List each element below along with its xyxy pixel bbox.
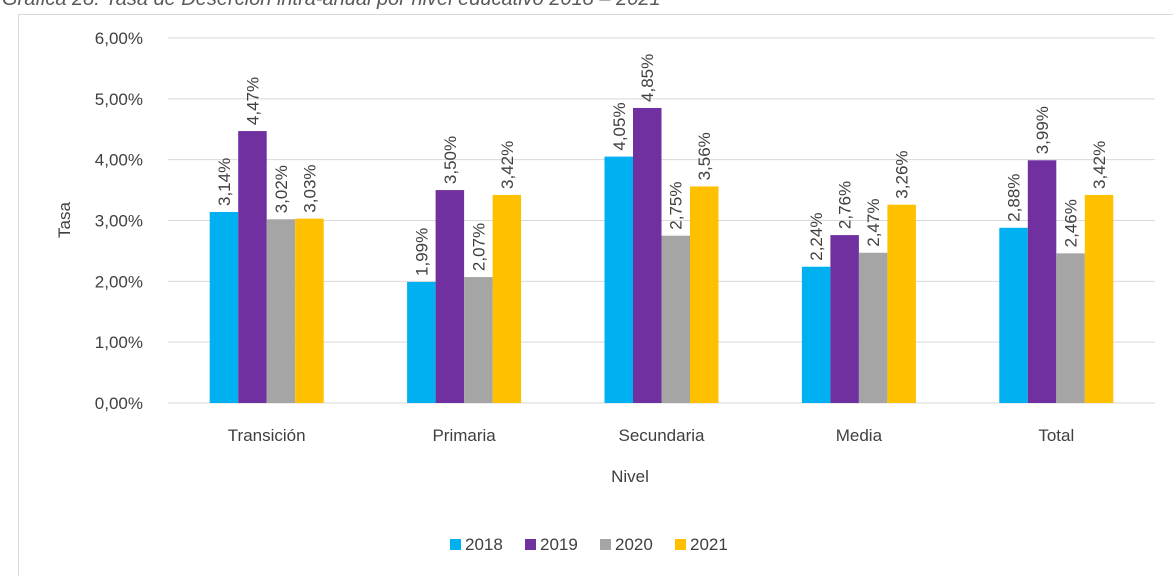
legend-label: 2019 — [540, 535, 578, 554]
data-label: 2,07% — [469, 223, 488, 271]
data-label: 3,02% — [272, 165, 291, 213]
bar — [464, 277, 493, 403]
x-tick-label: Primaria — [432, 426, 496, 445]
legend-swatch — [675, 539, 686, 550]
bar — [604, 156, 633, 403]
data-label: 3,14% — [215, 158, 234, 206]
y-tick-label: 1,00% — [95, 333, 143, 352]
bar — [435, 190, 465, 403]
y-tick-label: 3,00% — [95, 212, 143, 231]
legend-label: 2020 — [615, 535, 653, 554]
chart-title: Gráfica 28. Tasa de Deserción intra-anua… — [2, 0, 661, 10]
data-label: 2,76% — [836, 181, 855, 229]
bar — [690, 186, 719, 403]
x-tick-label: Media — [836, 426, 883, 445]
x-axis-title: Nivel — [611, 467, 649, 486]
data-label: 3,56% — [695, 132, 714, 180]
y-tick-label: 6,00% — [95, 29, 143, 48]
bar — [266, 219, 296, 403]
y-tick-label: 4,00% — [95, 151, 143, 170]
x-tick-label: Total — [1038, 426, 1074, 445]
data-label: 3,03% — [300, 164, 319, 212]
bar — [887, 204, 916, 403]
data-label: 3,50% — [441, 136, 460, 184]
data-label: 4,47% — [243, 77, 262, 125]
data-label: 2,75% — [667, 182, 686, 230]
legend-label: 2018 — [465, 535, 503, 554]
y-tick-label: 0,00% — [95, 394, 143, 413]
data-label: 2,24% — [807, 213, 826, 261]
data-label: 1,99% — [412, 228, 431, 276]
data-label: 2,47% — [864, 199, 883, 247]
bar — [1056, 253, 1085, 403]
data-label: 3,42% — [1090, 141, 1109, 189]
bar — [407, 281, 436, 403]
data-label: 4,85% — [638, 54, 657, 102]
bar — [295, 218, 324, 403]
data-label: 4,05% — [610, 102, 629, 150]
bar — [661, 235, 690, 403]
y-axis-title: Tasa — [55, 202, 74, 238]
bar — [492, 194, 522, 403]
data-label: 3,42% — [498, 141, 517, 189]
y-tick-label: 5,00% — [95, 90, 143, 109]
legend-swatch — [525, 539, 536, 550]
data-label: 3,99% — [1033, 106, 1052, 154]
bar — [858, 252, 888, 403]
legend-swatch — [450, 539, 461, 550]
data-label: 3,26% — [893, 150, 912, 198]
bar — [209, 211, 239, 403]
data-label: 2,88% — [1005, 174, 1024, 222]
bar — [801, 266, 831, 403]
legend-label: 2021 — [690, 535, 728, 554]
bar — [633, 107, 662, 403]
legend-swatch — [600, 539, 611, 550]
x-tick-label: Secundaria — [618, 426, 705, 445]
bar — [238, 131, 267, 403]
bar — [999, 227, 1028, 403]
bar — [830, 235, 859, 403]
bar — [1027, 160, 1057, 403]
bar — [1084, 194, 1114, 403]
data-label: 2,46% — [1062, 199, 1081, 247]
y-tick-label: 2,00% — [95, 272, 143, 291]
x-tick-label: Transición — [228, 426, 306, 445]
